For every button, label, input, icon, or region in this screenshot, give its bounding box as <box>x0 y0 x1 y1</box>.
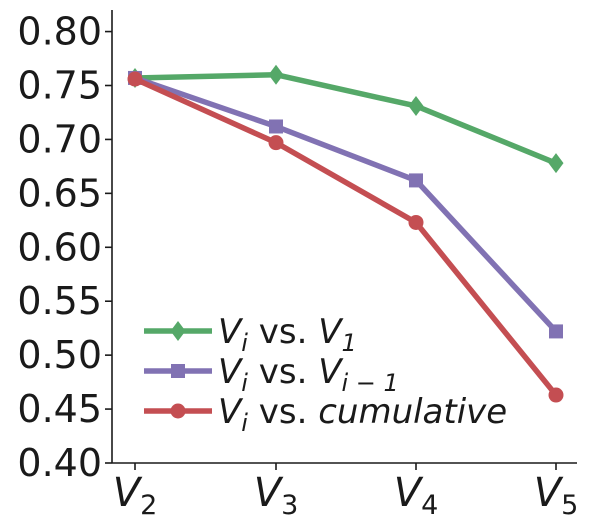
data-point <box>408 95 424 116</box>
y-tick-label: 0.65 <box>17 171 102 215</box>
y-tick-label: 0.80 <box>17 10 102 54</box>
data-point <box>548 153 564 174</box>
y-tick-label: 0.70 <box>17 117 102 161</box>
legend-label: Vi vs. V1 <box>218 312 357 357</box>
y-tick-label: 0.40 <box>17 441 102 485</box>
y-tick-label: 0.60 <box>17 225 102 269</box>
legend-entry: Vi vs. Vi − 1 <box>144 352 399 397</box>
series-layer <box>127 64 564 403</box>
data-point <box>548 387 564 403</box>
x-ticks: V2 V3 V4 V5 <box>113 463 579 521</box>
x-tick-label: V5 <box>534 470 579 521</box>
data-point <box>127 71 143 87</box>
data-point <box>268 135 284 151</box>
x-tick-label: V3 <box>254 470 299 521</box>
series-line <box>132 75 559 335</box>
legend-marker <box>171 364 185 378</box>
data-point <box>408 214 424 230</box>
data-point <box>409 173 423 188</box>
series-2 <box>128 70 563 339</box>
y-tick-label: 0.50 <box>17 333 102 377</box>
legend-entry: Vi vs. cumulative <box>144 392 507 437</box>
x-tick-label: V4 <box>394 470 439 521</box>
y-tick-label: 0.55 <box>17 279 102 323</box>
series-line <box>132 76 559 398</box>
y-ticks: 0.40 0.45 0.50 0.55 0.60 0.65 0.70 0.75 0.80 <box>17 10 112 485</box>
legend-entry: Vi vs. V1 <box>144 312 357 357</box>
data-point <box>269 119 283 134</box>
y-tick-label: 0.75 <box>17 64 102 108</box>
series-line <box>132 71 559 166</box>
data-point <box>268 64 284 85</box>
x-tick-label: V2 <box>113 470 158 521</box>
legend-marker <box>170 321 186 341</box>
data-point <box>549 324 563 339</box>
y-tick-label: 0.45 <box>17 387 102 431</box>
series-3 <box>127 71 564 403</box>
series-1 <box>127 64 564 174</box>
legend-label: Vi vs. cumulative <box>218 392 507 437</box>
legend-label: Vi vs. Vi − 1 <box>218 352 399 397</box>
legend-marker <box>170 403 186 419</box>
